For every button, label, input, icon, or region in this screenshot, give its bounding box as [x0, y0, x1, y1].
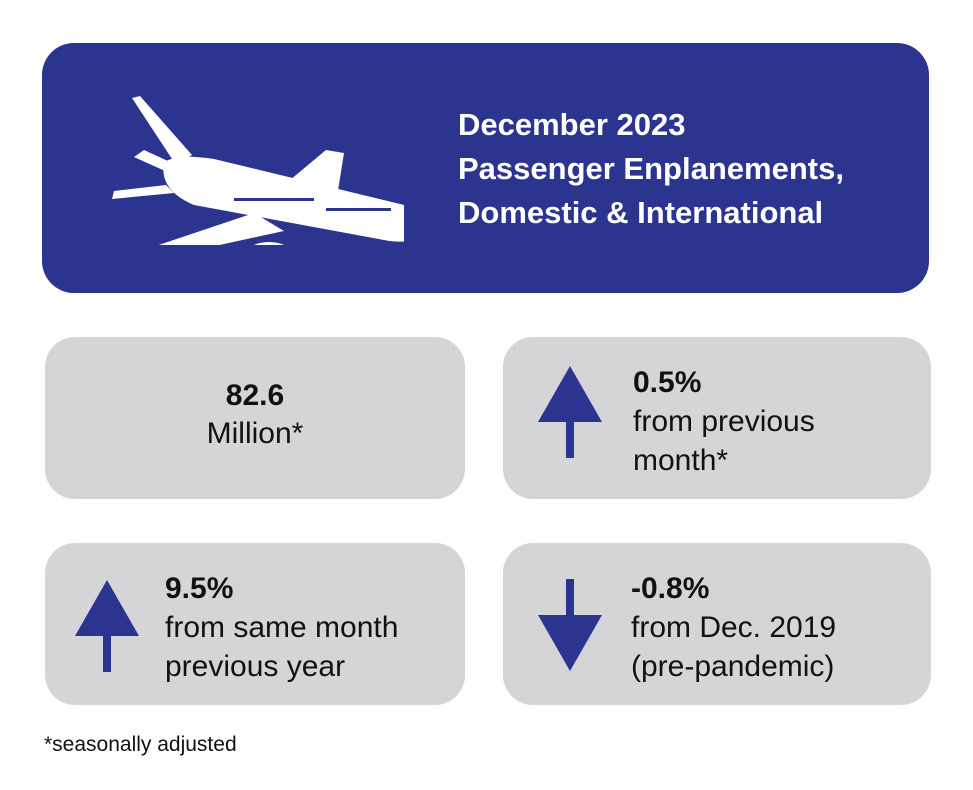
title-line-2: Passenger Enplanements, [458, 151, 844, 186]
stat-label: Million* [206, 417, 304, 450]
arrow-down-icon [538, 579, 602, 671]
stat-label-line-1: from Dec. 2019 [631, 611, 837, 644]
title-line-3: Domestic & International [458, 195, 824, 230]
stat-label-line-1: from same month [165, 611, 399, 644]
header-banner: December 2023 Passenger Enplanements, Do… [42, 43, 929, 293]
page-title: December 2023 Passenger Enplanements, Do… [458, 103, 844, 235]
title-line-1: December 2023 [458, 107, 686, 142]
arrow-up-icon [538, 366, 602, 458]
stat-label-line-1: from previous [633, 405, 815, 438]
stat-value: 9.5% [165, 572, 234, 605]
stat-label-line-2: month* [633, 444, 729, 477]
footnote: *seasonally adjusted [44, 733, 237, 756]
airplane-icon [112, 96, 404, 245]
stat-label-line-2: (pre-pandemic) [631, 650, 835, 683]
arrow-up-icon [75, 580, 139, 672]
stat-card-total: 82.6 Million* [45, 337, 465, 499]
stat-value: 82.6 [225, 379, 285, 412]
stat-card-previous-month: 0.5% from previous month* [503, 337, 931, 499]
stat-value: -0.8% [631, 572, 710, 605]
stat-value: 0.5% [633, 366, 702, 399]
stat-card-pre-pandemic: -0.8% from Dec. 2019 (pre-pandemic) [503, 543, 931, 705]
stat-card-previous-year: 9.5% from same month previous year [45, 543, 465, 705]
stat-label-line-2: previous year [165, 650, 346, 683]
